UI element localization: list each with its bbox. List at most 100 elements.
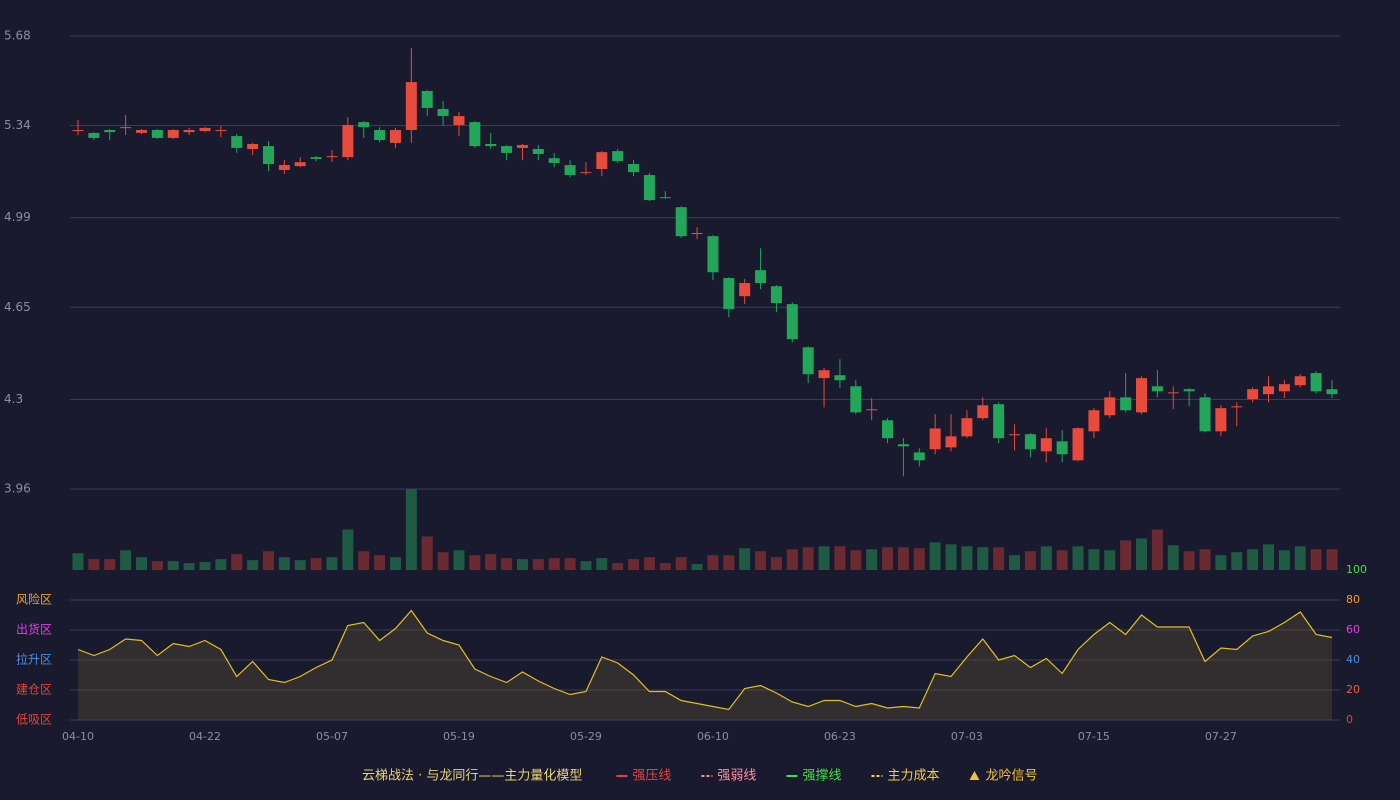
volume-bar: [993, 547, 1005, 570]
volume-bar: [628, 559, 640, 570]
candle-body: [389, 130, 401, 143]
candle-body: [643, 175, 655, 201]
volume-bar: [691, 564, 703, 570]
volume-bar: [485, 554, 497, 570]
y-tick-label: 4.65: [4, 300, 31, 314]
volume-bar: [1040, 546, 1052, 570]
zone-label: 建仓区: [16, 683, 52, 697]
y-tick-label: 4.99: [4, 210, 31, 224]
x-tick-label: 07-15: [1078, 730, 1110, 743]
volume-bar: [866, 549, 878, 570]
volume-bar: [929, 542, 941, 570]
volume-bar: [1136, 538, 1148, 570]
candle-body: [453, 116, 465, 126]
candle-body: [1136, 378, 1148, 413]
volume-bar: [1183, 551, 1195, 570]
candle-body: [135, 130, 147, 133]
y-tick-label: 5.34: [4, 118, 31, 132]
candle-body: [993, 404, 1005, 439]
indicator-tick-label: 0: [1346, 713, 1353, 726]
candle-body: [469, 122, 481, 147]
volume-bar: [278, 557, 290, 570]
volume-bar: [1104, 550, 1116, 570]
zone-label: 风险区: [16, 592, 52, 607]
candle-body: [437, 108, 449, 117]
candle-body: [659, 197, 671, 199]
candle-body: [199, 127, 211, 132]
volume-bar: [199, 562, 211, 570]
volume-bar: [659, 563, 671, 570]
candle-body: [913, 452, 925, 461]
candle-body: [580, 172, 592, 174]
candle-body: [215, 130, 227, 132]
y-tick-label: 4.3: [4, 392, 23, 406]
candle-body: [231, 136, 243, 148]
candle-body: [1056, 441, 1068, 455]
legend-entry: 强压线: [632, 769, 671, 784]
volume-bar: [437, 552, 449, 570]
volume-bar: [501, 558, 513, 570]
candle-body: [516, 145, 528, 148]
candle-body: [866, 409, 878, 411]
volume-bar: [1326, 549, 1338, 570]
candle-body: [1215, 408, 1227, 432]
candle-body: [485, 143, 497, 147]
volume-bar: [151, 561, 163, 570]
x-tick-label: 04-10: [62, 730, 94, 743]
x-tick-label: 06-23: [824, 730, 856, 743]
volume-bar: [1120, 540, 1132, 570]
candle-body: [1199, 397, 1211, 432]
candle-body: [1231, 406, 1243, 408]
volume-bar: [1088, 549, 1100, 570]
volume-bar: [1009, 555, 1021, 570]
candle-body: [342, 125, 354, 158]
candle-body: [532, 148, 544, 154]
volume-bar: [786, 549, 798, 570]
candle-body: [1278, 384, 1290, 392]
volume-bar: [1263, 544, 1275, 570]
candle-body: [1183, 389, 1195, 392]
volume-bar: [596, 558, 608, 570]
candle-body: [1024, 434, 1036, 450]
candle-body: [1310, 373, 1322, 392]
legend-icon: [969, 771, 980, 780]
volume-bar: [882, 547, 894, 570]
candle-body: [88, 132, 100, 138]
candle-body: [1151, 386, 1163, 392]
volume-bar: [1167, 545, 1179, 570]
volume-bar: [1247, 549, 1259, 570]
legend-title: 云梯战法 · 与龙同行——主力量化模型: [362, 769, 582, 784]
candle-body: [262, 146, 274, 164]
candle-body: [675, 207, 687, 237]
candle-body: [834, 375, 846, 381]
candle-body: [358, 122, 370, 128]
candle-body: [739, 283, 751, 297]
volume-bar: [120, 550, 132, 570]
volume-bar: [88, 559, 100, 570]
volume-bar: [1056, 550, 1068, 570]
candle-body: [1326, 389, 1338, 395]
volume-bar: [342, 529, 354, 570]
volume-bar: [675, 557, 687, 570]
volume-bar: [977, 547, 989, 570]
volume-bar: [516, 559, 528, 570]
x-tick-label: 05-19: [443, 730, 475, 743]
candle-body: [564, 165, 576, 176]
candle-body: [897, 444, 909, 447]
volume-bar: [532, 559, 544, 570]
indicator-tick-label: 80: [1346, 593, 1360, 606]
candle-body: [247, 143, 259, 149]
zone-label: 低吸区: [16, 713, 52, 727]
volume-bar: [1072, 546, 1084, 570]
volume-bar: [723, 555, 735, 570]
candle-body: [1167, 392, 1179, 394]
candle-body: [612, 151, 624, 162]
candle-body: [596, 152, 608, 170]
candle-body: [1088, 410, 1100, 432]
volume-bar: [1231, 552, 1243, 570]
candle-body: [802, 347, 814, 375]
indicator-tick-label: 20: [1346, 683, 1360, 696]
x-tick-label: 07-03: [951, 730, 983, 743]
volume-bar: [405, 489, 417, 570]
